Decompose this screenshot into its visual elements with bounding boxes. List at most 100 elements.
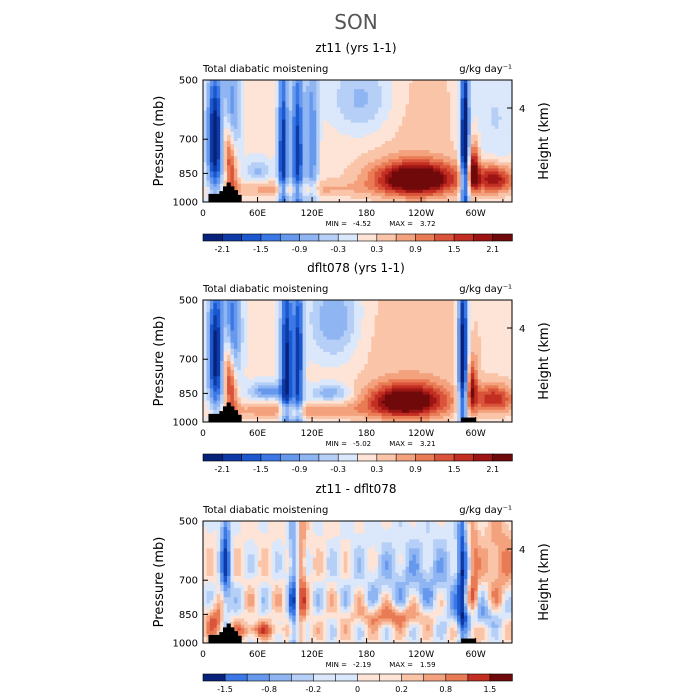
heatmap-cell — [326, 147, 331, 151]
heatmap-cell — [491, 318, 496, 322]
heatmap-cell — [398, 312, 403, 316]
heatmap-cell — [281, 180, 286, 185]
heatmap-cell — [422, 339, 427, 344]
heatmap-cell — [333, 189, 338, 194]
heatmap-cell — [213, 137, 218, 142]
heatmap-cell — [309, 186, 314, 191]
heatmap-cell — [233, 159, 238, 163]
heatmap-cell — [460, 83, 465, 87]
heatmap-cell — [439, 327, 444, 332]
heatmap-cell — [419, 324, 424, 329]
heatmap-cell — [474, 159, 479, 163]
heatmap-cell — [494, 321, 499, 325]
heatmap-cell — [278, 119, 283, 124]
heatmap-cell — [347, 128, 352, 133]
heatmap-cell — [264, 333, 269, 338]
heatmap-cell — [316, 116, 321, 121]
heatmap-cell — [316, 321, 321, 325]
heatmap-cell — [295, 98, 300, 102]
heatmap-cell — [302, 195, 307, 200]
heatmap-cell — [216, 141, 221, 145]
heatmap-cell — [330, 113, 335, 118]
heatmap-cell — [227, 86, 232, 90]
heatmap-cell — [206, 101, 211, 105]
heatmap-cell — [312, 141, 317, 145]
heatmap-cell — [299, 119, 304, 124]
heatmap-cell — [481, 318, 486, 322]
heatmap-cell — [446, 116, 451, 121]
heatmap-cell — [340, 324, 345, 329]
heatmap-cell — [220, 171, 225, 176]
heatmap-cell — [257, 162, 262, 166]
heatmap-cell — [398, 159, 403, 163]
heatmap-cell — [467, 137, 472, 142]
heatmap-cell — [309, 174, 314, 179]
heatmap-cell — [395, 174, 400, 179]
heatmap-cell — [230, 92, 235, 96]
heatmap-cell — [240, 168, 245, 173]
heatmap-cell — [422, 86, 427, 90]
heatmap-cell — [422, 315, 427, 319]
heatmap-cell — [453, 147, 458, 151]
heatmap-cell — [230, 309, 235, 313]
heatmap-cell — [240, 137, 245, 142]
heatmap-cell — [340, 336, 345, 341]
heatmap-cell — [288, 95, 293, 99]
heatmap-cell — [206, 83, 211, 87]
heatmap-cell — [251, 171, 256, 176]
heatmap-cell — [244, 107, 249, 112]
heatmap-cell — [271, 186, 276, 191]
heatmap-cell — [498, 183, 503, 188]
heatmap-cell — [268, 198, 273, 203]
heatmap-cell — [323, 116, 328, 121]
heatmap-cell — [391, 119, 396, 124]
heatmap-cell — [285, 339, 290, 344]
heatmap-cell — [498, 192, 503, 197]
heatmap-cell — [505, 168, 510, 173]
heatmap-cell — [409, 177, 414, 182]
heatmap-cell — [278, 324, 283, 329]
heatmap-cell — [433, 107, 438, 112]
heatmap-cell — [254, 101, 259, 105]
heatmap-cell — [426, 324, 431, 329]
heatmap-cell — [268, 153, 273, 157]
heatmap-cell — [257, 303, 262, 307]
heatmap-cell — [412, 174, 417, 179]
heatmap-cell — [216, 336, 221, 341]
heatmap-cell — [288, 198, 293, 203]
heatmap-cell — [481, 171, 486, 176]
heatmap-cell — [391, 189, 396, 194]
heatmap-cell — [384, 165, 389, 170]
heatmap-cell — [371, 131, 376, 136]
heatmap-cell — [251, 339, 256, 344]
heatmap-cell — [312, 342, 317, 347]
heatmap-cell — [419, 86, 424, 90]
heatmap-cell — [275, 104, 280, 109]
heatmap-cell — [326, 306, 331, 310]
heatmap-cell — [295, 342, 300, 347]
heatmap-cell — [470, 83, 475, 87]
heatmap-cell — [264, 180, 269, 185]
heatmap-cell — [281, 83, 286, 87]
heatmap-cell — [429, 198, 434, 203]
heatmap-cell — [230, 156, 235, 160]
heatmap-cell — [357, 86, 362, 90]
heatmap-cell — [360, 306, 365, 310]
heatmap-cell — [247, 162, 252, 166]
heatmap-cell — [460, 92, 465, 96]
heatmap-cell — [402, 192, 407, 197]
heatmap-cell — [350, 192, 355, 197]
heatmap-cell — [350, 134, 355, 139]
heatmap-cell — [371, 113, 376, 118]
heatmap-cell — [426, 312, 431, 316]
heatmap-cell — [384, 183, 389, 188]
heatmap-cell — [247, 300, 252, 304]
heatmap-cell — [347, 98, 352, 102]
heatmap-cell — [474, 153, 479, 157]
heatmap-cell — [237, 303, 242, 307]
heatmap-cell — [347, 137, 352, 142]
heatmap-cell — [453, 309, 458, 313]
heatmap-cell — [244, 101, 249, 105]
heatmap-cell — [405, 137, 410, 142]
heatmap-cell — [268, 339, 273, 344]
